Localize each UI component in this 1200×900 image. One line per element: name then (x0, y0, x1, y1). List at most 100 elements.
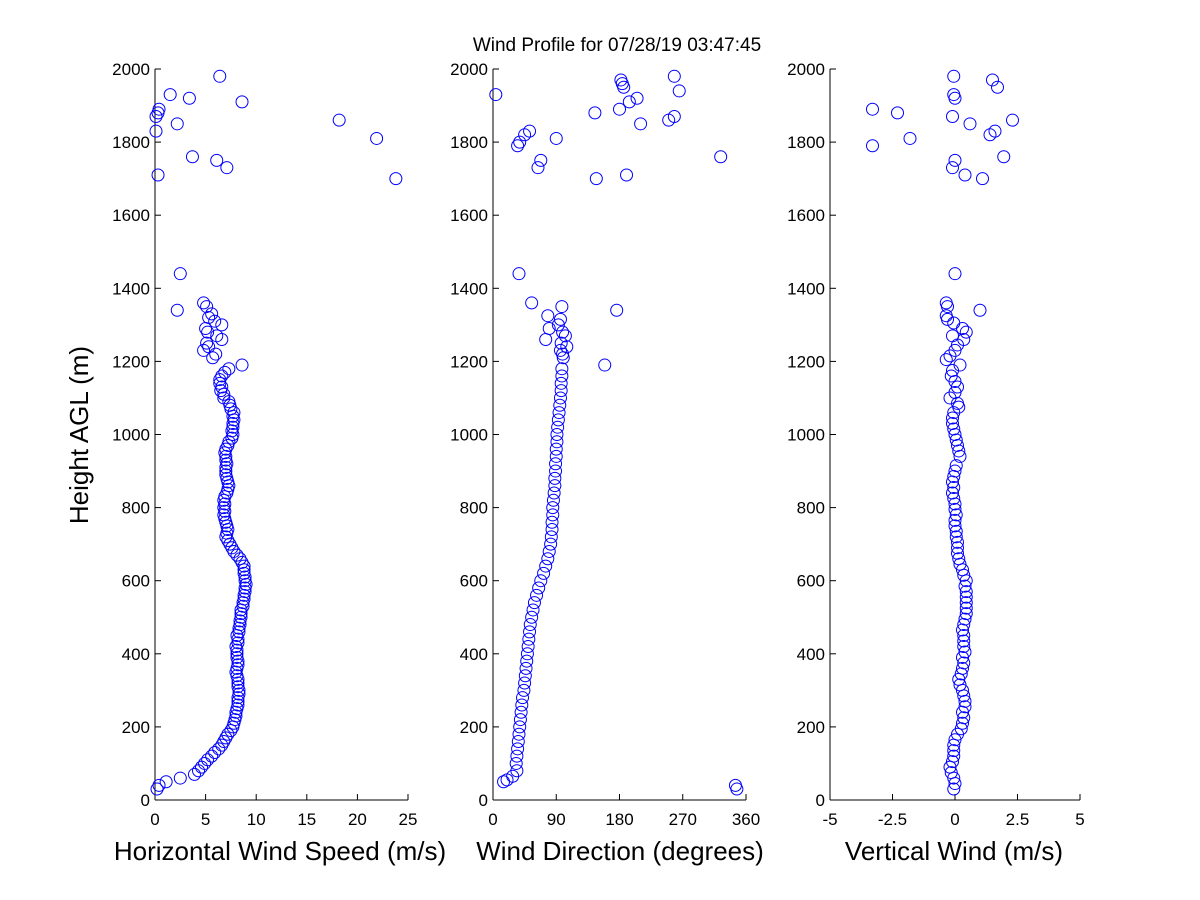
direction-points (489, 69, 744, 796)
direction-data-point (522, 632, 536, 646)
chart-title: Wind Profile for 07/28/19 03:47:45 (473, 35, 761, 56)
vertical-data-point (947, 316, 961, 330)
direction-data-point (550, 428, 564, 441)
speed-data-point (173, 771, 187, 785)
direction-data-point (630, 91, 644, 105)
speed-data-point (200, 300, 214, 314)
direction-data-point (512, 727, 526, 741)
direction-data-point (517, 683, 531, 697)
vertical-data-point (958, 612, 972, 626)
direction-data-point (516, 691, 530, 705)
speed-ytick-label-1400: 1400 (112, 279, 150, 298)
direction-ticks: 0 200 400 600 800 1000 1200 1400 1600 1800 2000 0 90… (450, 60, 760, 829)
direction-data-point (598, 358, 612, 372)
direction-data-point (531, 161, 545, 175)
speed-data-point (210, 153, 224, 167)
speed-data-point (210, 329, 224, 343)
vertical-data-point (957, 629, 971, 643)
vertical-data-point (956, 661, 969, 675)
direction-data-point (667, 69, 681, 83)
direction-data-point (553, 398, 567, 412)
speed-data-point (237, 559, 251, 573)
speed-data-point (226, 420, 240, 434)
direction-data-point (521, 639, 535, 653)
vertical-data-point (997, 150, 1011, 164)
direction-data-point (552, 406, 566, 420)
direction-data-point (613, 102, 626, 116)
panel-wind-direction: 0 200 400 600 800 1000 1200 1400 1600 1800 2000 0 90… (450, 60, 764, 866)
speed-x-axis-label: Horizontal Wind Speed (m/s) (114, 836, 446, 866)
direction-xtick-label-360: 360 (732, 810, 760, 829)
speed-ytick-label-800: 800 (122, 499, 150, 518)
direction-data-point (520, 654, 534, 668)
direction-data-point (554, 376, 568, 390)
vertical-data-point (948, 153, 962, 167)
speed-data-point (231, 680, 245, 694)
direction-data-point (518, 669, 532, 683)
speed-data-point (201, 753, 215, 767)
vertical-xtick-label-5: 5 (1075, 810, 1084, 829)
vertical-data-point (959, 590, 973, 604)
direction-data-point (511, 735, 525, 749)
speed-data-point (201, 325, 215, 339)
direction-data-point (510, 764, 524, 778)
vertical-data-point (948, 733, 962, 747)
speed-data-point (219, 442, 233, 456)
direction-data-point (548, 471, 562, 485)
vertical-data-point (948, 267, 962, 281)
vertical-data-point (949, 524, 963, 538)
vertical-ytick-label-2000: 2000 (787, 60, 825, 79)
direction-ytick-label-2000: 2000 (450, 60, 488, 79)
vertical-data-point (988, 124, 1002, 138)
direction-xtick-label-180: 180 (605, 810, 633, 829)
direction-data-point (555, 362, 569, 376)
vertical-data-point (986, 73, 999, 87)
direction-xtick-label-90: 90 (547, 810, 566, 829)
speed-data-point (217, 391, 231, 405)
direction-data-point (542, 544, 556, 558)
speed-data-point (215, 318, 229, 332)
speed-points (149, 69, 403, 796)
vertical-data-point (944, 369, 958, 383)
panel-vertical-wind: 0 200 400 600 800 1000 1200 1400 1600 1800 2000 -5 -… (787, 60, 1085, 866)
vertical-x-axis-label: Vertical Wind (m/s) (845, 836, 1063, 866)
direction-data-point (545, 523, 559, 537)
vertical-ytick-label-1600: 1600 (787, 206, 825, 225)
vertical-data-point (948, 502, 962, 516)
direction-data-point (610, 303, 624, 317)
speed-data-point (234, 607, 248, 621)
direction-data-point (537, 566, 551, 580)
speed-data-point (220, 161, 234, 175)
direction-data-point (551, 413, 565, 427)
vertical-data-point (948, 513, 962, 527)
vertical-data-point (944, 766, 958, 780)
direction-data-point (527, 596, 541, 610)
speed-data-point (232, 625, 246, 639)
vertical-data-point (903, 131, 917, 145)
y-axis-label: Height AGL (m) (64, 346, 94, 524)
speed-data-point (208, 745, 222, 759)
direction-data-point (634, 117, 648, 131)
direction-xtick-label-0: 0 (488, 810, 497, 829)
vertical-data-point (939, 353, 953, 367)
direction-data-point (519, 661, 533, 675)
speed-ytick-label-1200: 1200 (112, 352, 150, 371)
speed-data-point (151, 168, 165, 182)
vertical-data-point (947, 491, 961, 505)
speed-xtick-label-25: 25 (399, 810, 418, 829)
vertical-data-point (953, 358, 967, 372)
vertical-data-point (947, 782, 961, 796)
direction-data-point (509, 756, 523, 770)
speed-data-point (227, 544, 241, 558)
direction-data-point (549, 457, 563, 471)
vertical-data-point (957, 711, 971, 725)
vertical-data-point (951, 535, 964, 549)
speed-data-point (215, 738, 229, 752)
speed-data-point (221, 727, 235, 741)
vertical-xtick-label-neg5: -5 (822, 810, 837, 829)
speed-data-point (230, 650, 244, 664)
speed-data-point (159, 775, 173, 789)
direction-data-point (549, 464, 563, 478)
vertical-data-point (946, 417, 959, 431)
